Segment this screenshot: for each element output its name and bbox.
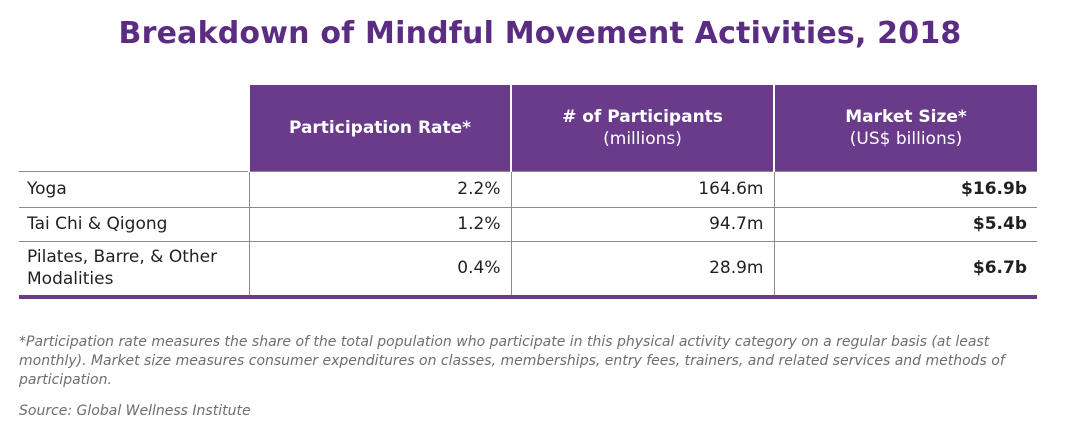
header-participation-rate: Participation Rate*	[248, 85, 511, 171]
table-row: Pilates, Barre, & Other Modalities 0.4% …	[19, 240, 1037, 299]
market-size-cell: $5.4b	[773, 206, 1037, 241]
table-row: Yoga 2.2% 164.6m $16.9b	[19, 170, 1037, 207]
page-title: Breakdown of Mindful Movement Activities…	[118, 16, 962, 51]
header-unit: (millions)	[603, 128, 682, 149]
table-header-row: Participation Rate* # of Participants (m…	[19, 85, 1037, 171]
footnote: *Participation rate measures the share o…	[19, 334, 1005, 388]
activity-label: Pilates, Barre, & Other Modalities	[19, 240, 249, 299]
participants-cell: 28.9m	[510, 240, 774, 299]
header-market-size: Market Size* (US$ billions)	[773, 85, 1037, 171]
header-label: Participation Rate*	[288, 117, 472, 138]
header-participants: # of Participants (millions)	[510, 85, 774, 171]
participation-rate-cell: 1.2%	[248, 206, 511, 241]
source-note: Source: Global Wellness Institute	[19, 403, 251, 419]
participation-rate-cell: 2.2%	[248, 170, 511, 207]
market-size-cell: $16.9b	[773, 170, 1037, 207]
header-label: Market Size*	[845, 106, 967, 127]
participants-cell: 94.7m	[510, 206, 774, 241]
header-unit: (US$ billions)	[849, 128, 963, 149]
header-label: # of Participants	[562, 106, 723, 127]
activity-label: Yoga	[19, 170, 249, 207]
activities-table: Participation Rate* # of Participants (m…	[19, 85, 1037, 299]
market-size-cell: $6.7b	[773, 240, 1037, 299]
header-empty-cell	[19, 85, 249, 171]
participation-rate-cell: 0.4%	[248, 240, 511, 299]
table-row: Tai Chi & Qigong 1.2% 94.7m $5.4b	[19, 206, 1037, 241]
activity-label: Tai Chi & Qigong	[19, 206, 249, 241]
participants-cell: 164.6m	[510, 170, 774, 207]
